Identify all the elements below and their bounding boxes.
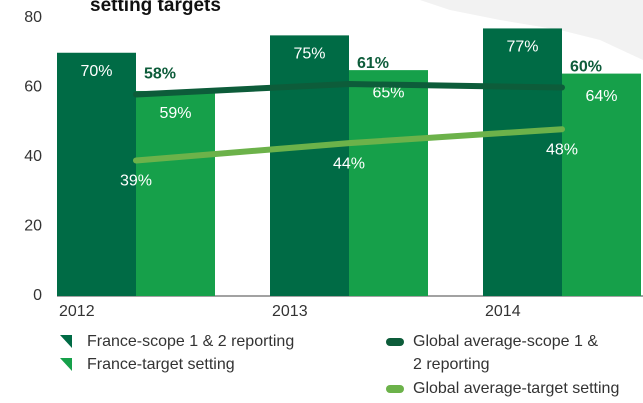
x-tick-label: 2012: [59, 303, 95, 320]
chart-title: setting targets: [90, 0, 221, 16]
line-label: 58%: [144, 66, 176, 83]
bar: [136, 90, 215, 296]
bar: [349, 70, 428, 296]
x-tick-label: 2013: [272, 303, 308, 320]
line: [133, 126, 565, 164]
line-label: 60%: [570, 59, 602, 76]
bar: [270, 35, 349, 296]
bar: [562, 73, 641, 296]
line: [133, 81, 565, 98]
y-tick-label: 40: [24, 148, 42, 165]
bar-label: 64%: [585, 88, 617, 105]
legend-marker: [386, 338, 404, 346]
y-tick-label: 0: [33, 287, 42, 304]
line-label: 61%: [357, 55, 389, 72]
legend-label: Global average-target setting: [413, 380, 620, 397]
background-map: [420, 0, 643, 60]
bar-label: 77%: [506, 39, 538, 56]
bar-label: 59%: [159, 105, 191, 122]
y-tick-label: 80: [24, 9, 42, 26]
legend-label: France-scope 1 & 2 reporting: [87, 333, 295, 350]
y-tick-label: 60: [24, 79, 42, 96]
y-tick-label: 20: [24, 218, 42, 235]
bar: [483, 28, 562, 297]
bar-label: 65%: [372, 84, 404, 101]
legend-marker: [386, 385, 404, 393]
x-tick-label: 2014: [485, 303, 521, 320]
legend-label: Global average-scope 1 & 2 reporting: [413, 333, 598, 373]
line-label: 44%: [333, 155, 365, 172]
line-label: 39%: [120, 173, 152, 190]
bar: [57, 52, 136, 296]
legend-marker: [60, 335, 72, 348]
line-label: 48%: [546, 141, 578, 158]
bar-label: 75%: [293, 46, 325, 63]
legend-marker: [60, 358, 72, 371]
legend-label: France-target setting: [87, 356, 235, 373]
bar-label: 70%: [80, 63, 112, 80]
